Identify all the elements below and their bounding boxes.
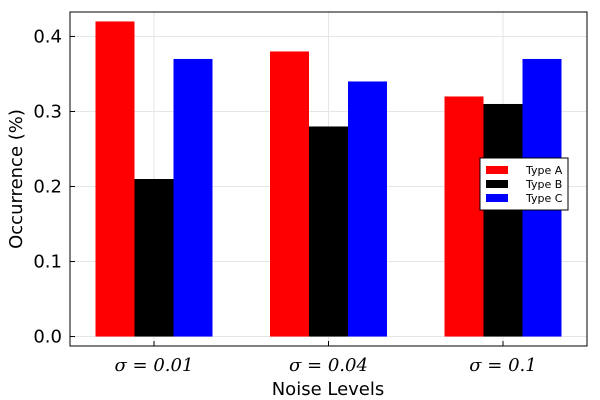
bar-layer: [95, 21, 562, 337]
legend-swatch-type-b: [486, 180, 508, 188]
y-tick-label: 0.3: [33, 101, 62, 122]
x-axis-label: Noise Levels: [272, 379, 385, 400]
legend-label-type-a: Type A: [525, 164, 563, 177]
tick-layer: 0.0 0.1 0.2 0.3 0.4 σ = 0.01 σ = 0.04 σ = 0.1: [33, 26, 536, 376]
y-tick-label: 0.0: [33, 327, 62, 348]
legend-label-type-b: Type B: [525, 178, 562, 191]
bar-type-b-1: [134, 179, 174, 337]
bar-type-a-1: [95, 21, 135, 337]
y-tick-label: 0.4: [33, 26, 62, 47]
y-tick-label: 0.2: [33, 177, 62, 198]
bar-type-a-2: [270, 51, 309, 337]
legend-label-type-c: Type C: [525, 192, 563, 205]
x-tick-label: σ = 0.01: [115, 355, 194, 376]
bar-type-a-3: [444, 96, 484, 337]
bar-type-b-3: [483, 103, 523, 337]
y-tick-label: 0.1: [33, 252, 62, 273]
x-tick-label: σ = 0.1: [469, 355, 536, 376]
bar-type-c-2: [348, 81, 387, 337]
y-axis-label: Occurrence (%): [6, 109, 27, 249]
bar-type-b-2: [309, 126, 348, 337]
x-tick-label: σ = 0.04: [289, 355, 368, 376]
legend-swatch-type-a: [486, 166, 508, 174]
legend: Type A Type B Type C: [479, 157, 569, 211]
legend-swatch-type-c: [486, 194, 508, 202]
bar-type-c-1: [173, 58, 213, 337]
